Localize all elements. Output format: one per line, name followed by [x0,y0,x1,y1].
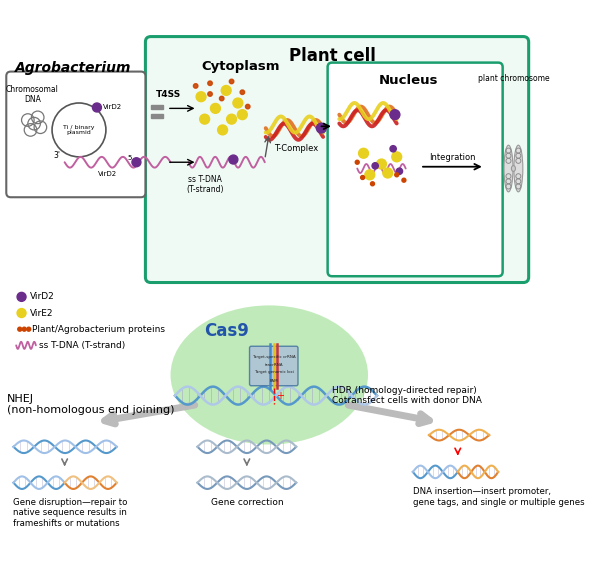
Circle shape [392,152,401,162]
Circle shape [196,92,206,102]
Text: VirD2: VirD2 [103,104,123,110]
Circle shape [210,103,221,113]
Circle shape [240,90,245,95]
Ellipse shape [514,145,523,192]
Ellipse shape [511,166,516,172]
Circle shape [93,103,102,112]
Text: HDR (homology-directed repair)
Cotransfect cells with donor DNA: HDR (homology-directed repair) Cotransfe… [332,386,482,405]
Circle shape [221,86,231,95]
Circle shape [17,292,26,301]
Text: Target-specific crRNA: Target-specific crRNA [252,355,296,359]
Text: NHEJ
(non-homologous end joining): NHEJ (non-homologous end joining) [7,394,175,416]
Circle shape [396,168,403,174]
Text: Plant/Agrobacterium proteins: Plant/Agrobacterium proteins [32,325,165,333]
Text: VirD2: VirD2 [98,171,117,177]
Ellipse shape [171,305,368,444]
Circle shape [402,178,406,182]
Text: ss T-DNA (T-strand): ss T-DNA (T-strand) [40,341,126,350]
Circle shape [219,96,224,101]
Text: Ti / binary
plasmid: Ti / binary plasmid [63,125,95,135]
Text: Target genomic loci: Target genomic loci [254,370,294,374]
Text: Nucleus: Nucleus [379,74,438,87]
Circle shape [218,125,228,135]
Circle shape [194,84,198,88]
Circle shape [245,104,250,109]
Circle shape [377,159,386,169]
Text: 5: 5 [127,155,132,161]
Text: T4SS: T4SS [156,90,182,99]
Circle shape [229,155,238,164]
Text: Gene disruption—repair to
native sequence results in
frameshifts or mutations: Gene disruption—repair to native sequenc… [13,498,128,528]
Text: Cas9: Cas9 [204,322,249,340]
Text: T-Complex: T-Complex [274,144,319,153]
Circle shape [371,182,374,186]
Text: DNA insertion—insert promoter,
gene tags, and single or multiple genes: DNA insertion—insert promoter, gene tags… [413,487,585,507]
Text: Agrobacterium: Agrobacterium [16,61,132,75]
Circle shape [390,110,400,119]
Bar [151,105,163,109]
Text: Gene correction: Gene correction [210,498,283,507]
FancyBboxPatch shape [145,37,529,282]
Text: VirE2: VirE2 [29,309,53,317]
Circle shape [200,114,210,124]
Circle shape [383,168,392,178]
Text: Integration: Integration [429,153,475,162]
Circle shape [233,98,243,108]
Circle shape [22,327,26,331]
Circle shape [208,81,212,86]
FancyBboxPatch shape [249,346,298,386]
Circle shape [208,92,212,96]
Circle shape [18,327,22,331]
Circle shape [132,158,141,166]
Circle shape [359,148,368,158]
Text: VirD2: VirD2 [29,292,54,301]
Circle shape [27,327,31,331]
Text: +: + [276,391,284,401]
Circle shape [355,160,359,164]
Bar [151,114,163,118]
Circle shape [395,173,398,177]
Text: ss T-DNA
(T-strand): ss T-DNA (T-strand) [186,175,224,194]
Circle shape [372,162,379,169]
Text: plant chromosome: plant chromosome [478,74,549,83]
Text: Cytoplasm: Cytoplasm [201,60,280,73]
Circle shape [17,309,26,317]
FancyBboxPatch shape [6,72,145,197]
Circle shape [390,146,396,152]
Ellipse shape [504,145,513,192]
Text: tracrRNA: tracrRNA [264,363,283,367]
Text: Chromosomal
DNA: Chromosomal DNA [6,85,59,104]
Text: Plant cell: Plant cell [288,47,376,65]
Circle shape [361,176,365,180]
Circle shape [227,114,237,124]
Text: PAM: PAM [269,379,278,383]
Circle shape [316,123,326,133]
FancyBboxPatch shape [328,63,502,276]
Circle shape [237,110,247,119]
Text: 3': 3' [53,150,60,160]
Circle shape [365,170,375,180]
Circle shape [230,79,234,84]
